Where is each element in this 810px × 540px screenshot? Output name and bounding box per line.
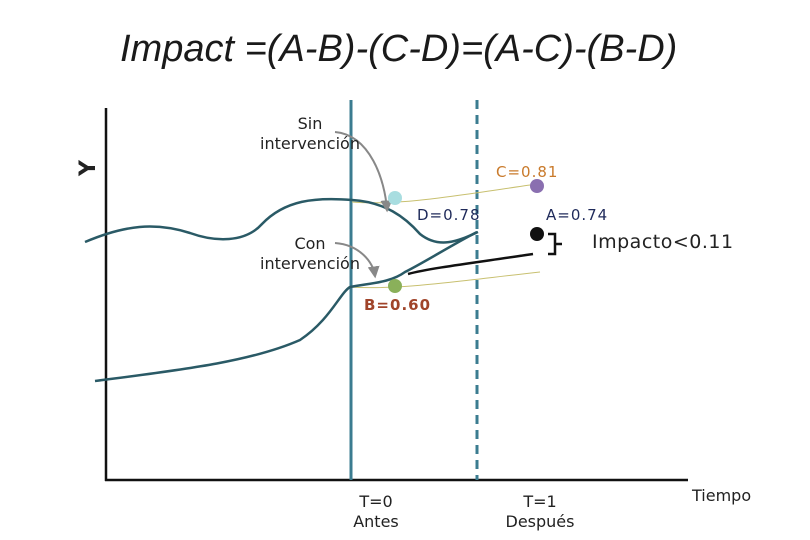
diagram-title: Impact =(A-B)-(C-D)=(A-C)-(B-D) <box>120 28 678 70</box>
point-a <box>530 227 544 241</box>
value-a: A=0.74 <box>546 206 609 224</box>
arrow-sin-intervencion <box>334 131 393 213</box>
value-d: D=0.78 <box>417 206 481 224</box>
connector-a-b <box>407 252 534 276</box>
curve-con-intervencion <box>94 230 478 383</box>
guide-line-upper <box>351 183 538 204</box>
value-c: C=0.81 <box>496 163 559 181</box>
time-marker-t0: T=0 Antes <box>353 492 399 531</box>
point-b <box>388 279 402 293</box>
label-sin-intervencion: Sin intervención <box>260 114 360 153</box>
y-axis-label: Y <box>76 160 101 176</box>
point-d <box>388 191 402 205</box>
time-marker-t1: T=1 Después <box>505 492 575 531</box>
curve-sin-intervencion <box>84 197 479 244</box>
impact-label: Impacto<0.11 <box>592 231 734 253</box>
impact-bracket <box>548 232 562 256</box>
label-con-intervencion: Con intervención <box>260 234 360 273</box>
arrow-con-intervencion <box>334 242 380 279</box>
value-b: B=0.60 <box>364 296 432 314</box>
point-c <box>530 179 544 193</box>
guide-line-lower <box>347 271 541 289</box>
x-axis-label: Tiempo <box>692 486 752 505</box>
